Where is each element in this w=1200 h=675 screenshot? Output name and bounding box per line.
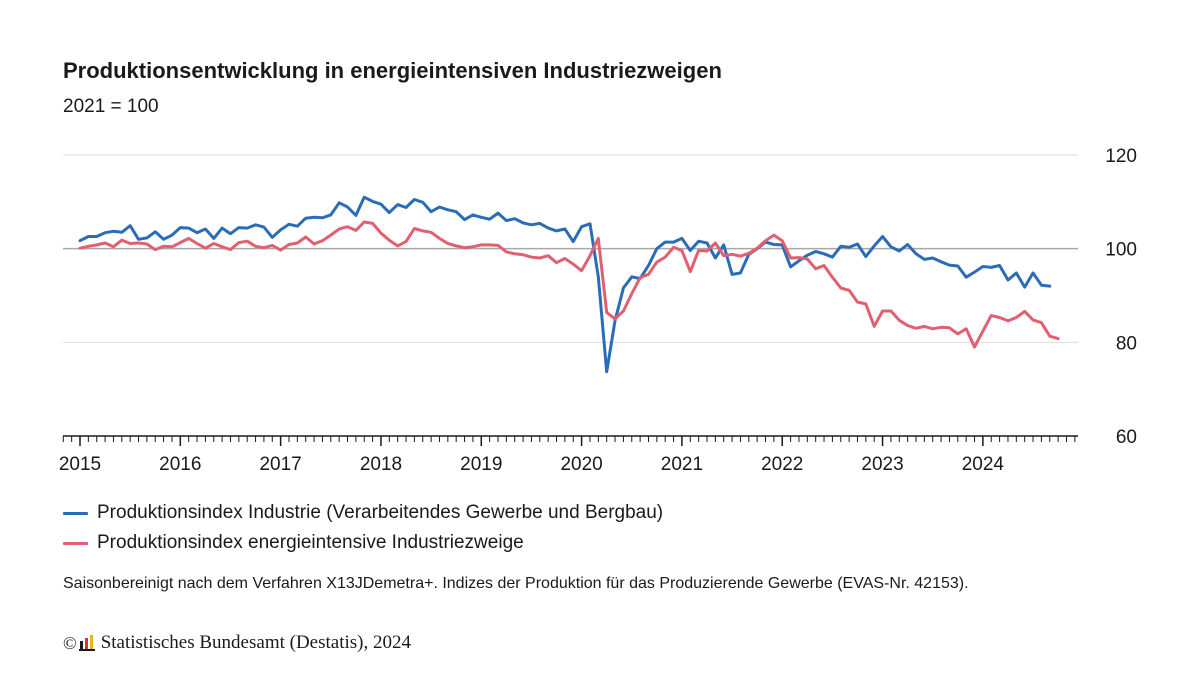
x-tick-label: 2022 <box>761 454 803 470</box>
legend-label-industrie: Produktionsindex Industrie (Verarbeitend… <box>97 502 664 523</box>
legend: Produktionsindex Industrie (Verarbeitend… <box>63 498 663 558</box>
source-note: Saisonbereinigt nach dem Verfahren X13JD… <box>63 575 969 592</box>
legend-label-energieintensiv: Produktionsindex energieintensive Indust… <box>97 532 524 553</box>
legend-item-energieintensiv: Produktionsindex energieintensive Indust… <box>63 528 663 558</box>
chart-subtitle: 2021 = 100 <box>63 96 159 117</box>
destatis-bar-logo-icon <box>78 635 95 651</box>
line-chart: 60 80 100 120 2015 2016 2017 2018 2019 2020 2021 20… <box>59 146 1137 470</box>
x-tick-label: 2015 <box>59 454 101 470</box>
x-tick-label: 2021 <box>661 454 703 470</box>
legend-swatch-industrie <box>63 511 88 515</box>
x-tick-label: 2016 <box>159 454 201 470</box>
x-tick-label: 2019 <box>460 454 502 470</box>
footer: © Statistisches Bundesamt (Destatis), 20… <box>63 632 411 654</box>
x-tick-label: 2024 <box>962 454 1005 470</box>
copyright-symbol: © <box>63 632 77 653</box>
y-tick-label: 120 <box>1105 146 1137 167</box>
x-tick-label: 2018 <box>360 454 402 470</box>
series-line-industrie <box>78 195 1052 374</box>
legend-item-industrie: Produktionsindex Industrie (Verarbeitend… <box>63 498 663 528</box>
legend-swatch-energieintensiv <box>63 541 88 545</box>
x-tick-label: 2020 <box>560 454 602 470</box>
y-tick-label: 100 <box>1105 240 1137 261</box>
series-line-energieintensiv <box>78 220 1060 349</box>
y-tick-label: 80 <box>1116 333 1137 354</box>
footer-text: Statistisches Bundesamt (Destatis), 2024 <box>100 632 411 653</box>
x-tick-label: 2017 <box>259 454 301 470</box>
chart-title: Produktionsentwicklung in energieintensi… <box>63 58 722 83</box>
x-tick-label: 2023 <box>861 454 903 470</box>
y-tick-label: 60 <box>1116 427 1137 448</box>
